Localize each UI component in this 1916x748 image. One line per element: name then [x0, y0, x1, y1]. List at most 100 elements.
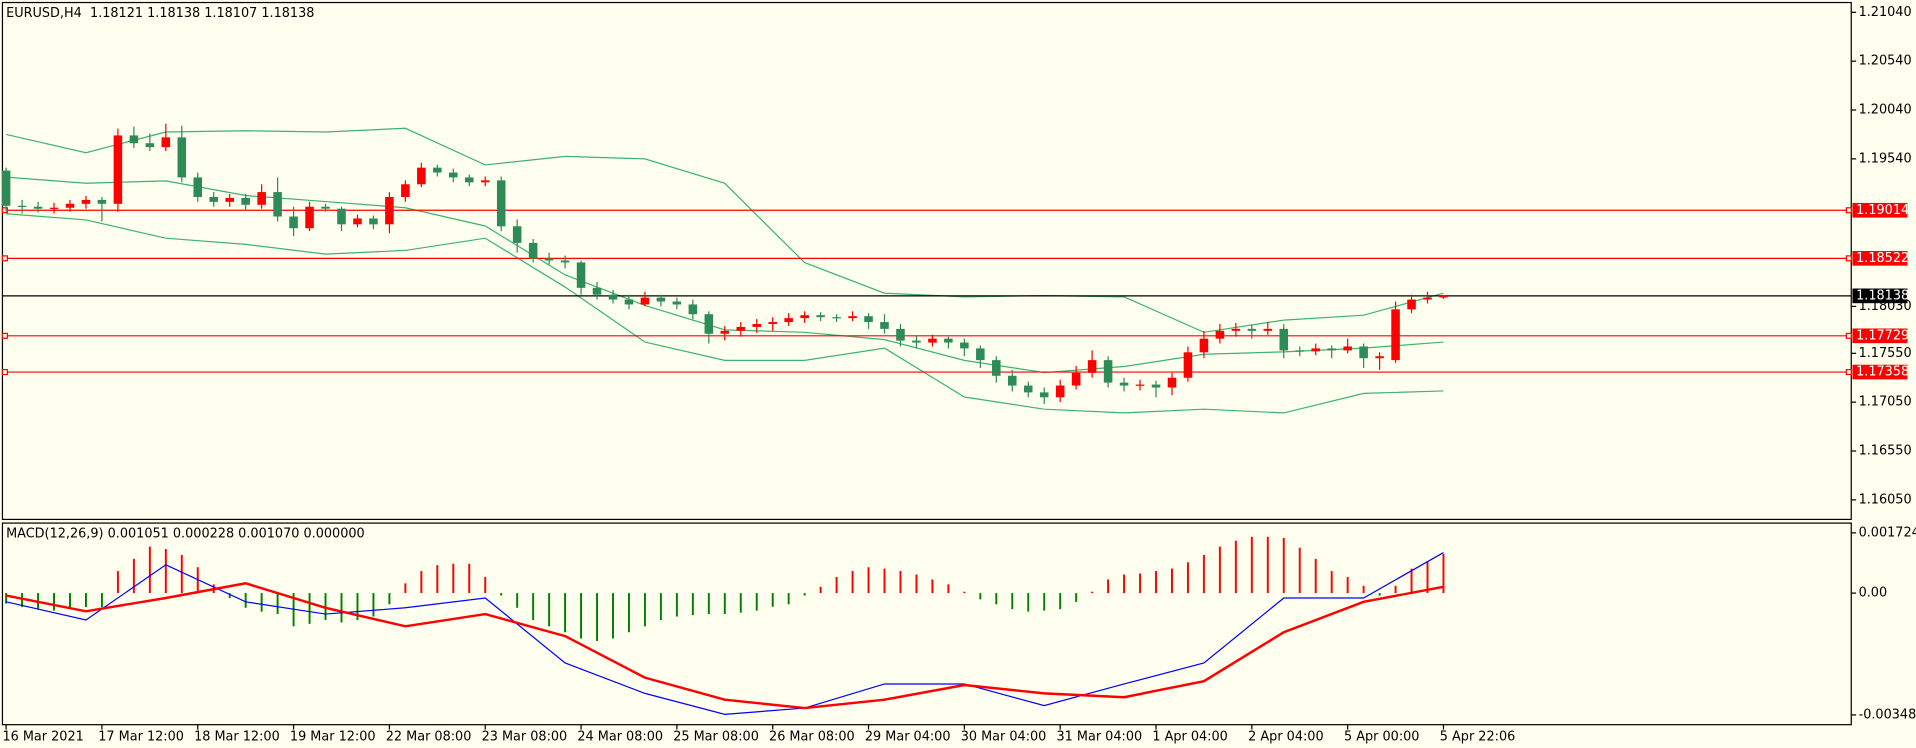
candle-body	[385, 196, 394, 225]
candle-body	[528, 242, 538, 259]
x-tick-label: 18 Mar 12:00	[194, 729, 280, 744]
macd-line	[5, 582, 1444, 710]
candle-body	[1295, 350, 1305, 352]
price-title: EURUSD,H4 1.18121 1.18138 1.18107 1.1813…	[6, 6, 314, 21]
candle-body	[880, 322, 889, 329]
candle-body	[848, 316, 857, 319]
y-tick-label: 1.16550	[1859, 444, 1912, 459]
y-tick-label: 1.19540	[1859, 151, 1912, 166]
candle-body	[65, 203, 75, 208]
candle-body	[464, 177, 474, 183]
x-tick-label: 22 Mar 08:00	[386, 729, 472, 744]
candle-body	[1423, 297, 1432, 300]
candle-body	[241, 197, 250, 205]
level-marker	[1845, 369, 1852, 376]
candle-body	[273, 192, 282, 217]
x-tick-label: 25 Mar 08:00	[673, 729, 759, 744]
candle-body	[720, 330, 730, 334]
candle-body	[1135, 384, 1145, 386]
y-tick-label: 1.17050	[1859, 395, 1912, 410]
candle-body	[480, 180, 490, 183]
price-tag	[1852, 202, 1908, 218]
candle-body	[193, 177, 203, 197]
candle-body	[944, 338, 953, 343]
candle-body	[161, 137, 171, 148]
candle-body	[608, 294, 618, 300]
candle-body	[1247, 328, 1257, 331]
candle-body	[592, 287, 602, 295]
x-tick-label: 17 Mar 12:00	[98, 729, 184, 744]
price-tag	[1852, 328, 1908, 344]
y-tick-label: 0.00	[1859, 586, 1888, 601]
candle-body	[1, 170, 11, 206]
candle-body	[800, 315, 809, 319]
candle-body	[1215, 330, 1225, 339]
y-tick-label: 0.001724	[1859, 525, 1916, 540]
candle-body	[1199, 338, 1209, 353]
candle-body	[177, 137, 187, 178]
candle-body	[1279, 328, 1289, 351]
candle-body	[129, 135, 139, 144]
level-marker	[1, 207, 8, 214]
candle-body	[928, 338, 937, 343]
candle-body	[496, 180, 506, 227]
candle-body	[1039, 392, 1049, 398]
candle-body	[353, 218, 362, 225]
candle-body	[49, 207, 59, 209]
price-tag-label: 1.19014	[1856, 203, 1909, 218]
price-tag-label: 1.17358	[1856, 365, 1909, 380]
candle-body	[1263, 328, 1273, 331]
y-tick-label: 1.20540	[1859, 54, 1912, 69]
candle-body	[1007, 375, 1017, 386]
candle-body	[1151, 384, 1161, 388]
candle-body	[624, 299, 634, 305]
candle-body	[912, 340, 921, 343]
candle-body	[33, 206, 43, 209]
level-marker	[1, 369, 8, 376]
candle-body	[672, 301, 682, 305]
candle-body	[449, 172, 458, 178]
candle-body	[433, 167, 442, 173]
candle-body	[784, 318, 793, 323]
price-tag-label: 1.18138	[1856, 288, 1909, 303]
macd-title: MACD(12,26,9) 0.001051 0.000228 0.001070…	[6, 527, 365, 542]
candle-body	[960, 342, 969, 349]
x-tick-label: 26 Mar 08:00	[769, 729, 855, 744]
y-tick-label: -0.003486	[1859, 707, 1916, 722]
candle-body	[1119, 382, 1129, 386]
candle-body	[992, 360, 1001, 376]
candle-body	[209, 196, 219, 202]
candle-body	[145, 143, 155, 148]
candle-body	[225, 197, 234, 202]
x-tick-label: 30 Mar 04:00	[961, 729, 1047, 744]
macd-line	[5, 552, 1444, 715]
level-marker	[1, 332, 8, 339]
price-tag	[1852, 288, 1908, 304]
candle-body	[305, 206, 314, 229]
x-tick-label: 16 Mar 2021	[2, 729, 83, 744]
x-tick-label: 31 Mar 04:00	[1057, 729, 1143, 744]
candle-body	[560, 260, 570, 263]
candle-body	[544, 258, 554, 261]
candle-body	[1183, 352, 1193, 378]
level-marker	[1, 255, 8, 262]
x-tick-label: 2 Apr 04:00	[1248, 729, 1323, 744]
candle-body	[1439, 295, 1448, 298]
candle-body	[1343, 346, 1352, 351]
bollinger-lower	[6, 213, 1444, 414]
x-tick-label: 5 Apr 00:00	[1344, 729, 1419, 744]
candle-body	[656, 297, 666, 302]
candle-body	[752, 323, 762, 327]
candle-body	[1327, 348, 1336, 351]
candle-body	[321, 206, 330, 209]
price-panel	[1, 1, 1852, 521]
candle-body	[736, 326, 746, 331]
candle-body	[369, 218, 378, 225]
candle-body	[417, 167, 426, 185]
candle-body	[113, 135, 123, 204]
candle-body	[257, 192, 266, 205]
candle-body	[1087, 360, 1097, 373]
candle-body	[864, 316, 873, 323]
level-marker	[1845, 332, 1852, 339]
